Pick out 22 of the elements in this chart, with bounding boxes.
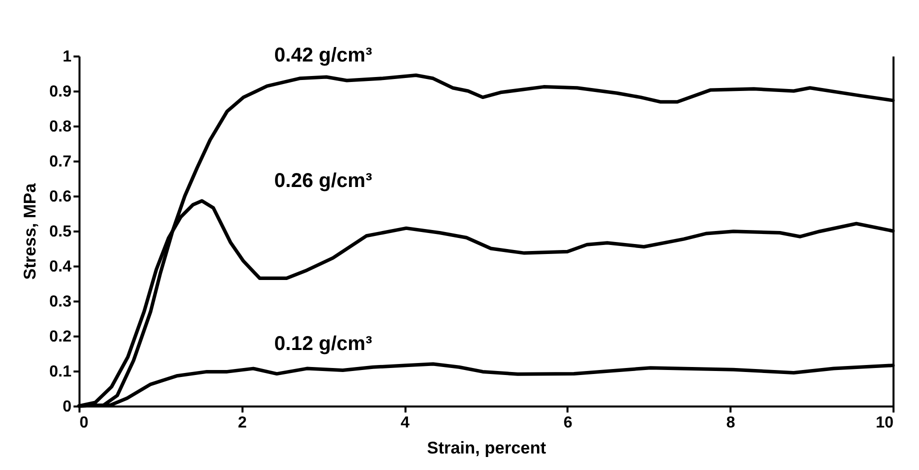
y-tick-label: 0.8 xyxy=(49,118,72,136)
x-axis-title: Strain, percent xyxy=(426,438,546,458)
y-tick-label: 0 xyxy=(62,398,72,416)
y-tick-label: 0.3 xyxy=(49,294,72,310)
y-tick-label: 0.9 xyxy=(49,84,72,100)
series-label: 0.12 g/cm³ xyxy=(274,333,372,355)
y-tick-label: 0.2 xyxy=(49,328,72,346)
x-tick-label: 2 xyxy=(238,414,247,432)
x-tick-label: 6 xyxy=(563,414,572,432)
x-tick-label: 8 xyxy=(726,414,736,432)
y-tick-label: 0.6 xyxy=(49,188,72,206)
text: 0.26 g/cm³ xyxy=(274,170,372,192)
y-tick-label: 0.4 xyxy=(49,258,72,276)
y-tick-label: 0.5 xyxy=(49,224,72,240)
y-tick-label: 1 xyxy=(62,48,72,66)
y-axis-title: Stress, MPa xyxy=(20,182,40,280)
y-tick-label: 0.7 xyxy=(49,154,72,170)
x-tick-label: 10 xyxy=(876,414,894,432)
x-tick-label: 4 xyxy=(400,414,410,432)
y-tick-label: 0.1 xyxy=(49,364,72,380)
x-tick-label: 0 xyxy=(80,414,88,432)
series-label: 0.42 g/cm³ xyxy=(274,44,372,66)
